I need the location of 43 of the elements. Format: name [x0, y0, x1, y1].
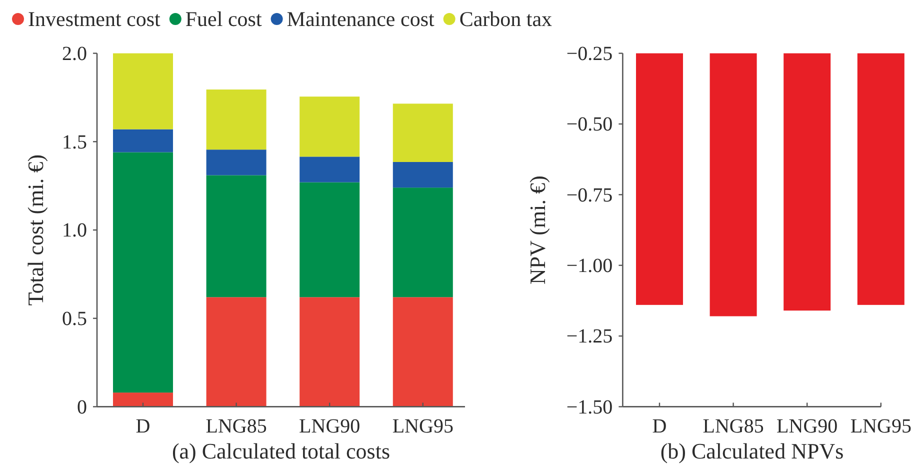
x-tick-label: LNG90: [776, 416, 838, 438]
legend-label: Fuel cost: [185, 7, 262, 31]
bar: [206, 150, 266, 176]
y-tick-label: 0.5: [62, 308, 87, 330]
bar: [113, 152, 173, 393]
y-tick-label: 0: [77, 396, 87, 418]
bar: [392, 297, 453, 407]
bar: [392, 188, 453, 298]
bar: [113, 53, 173, 130]
y-axis-title: Total cost (mi. €): [23, 154, 48, 306]
x-tick-label: D: [136, 416, 150, 438]
bar: [206, 90, 266, 150]
legend-label: Carbon tax: [459, 7, 553, 31]
y-tick-label: −1.00: [566, 254, 613, 277]
x-tick-label: LNG95: [850, 416, 912, 438]
y-tick-label: 1.5: [62, 131, 87, 154]
bar: [206, 175, 266, 298]
y-axis-title: NPV (mi. €): [525, 176, 550, 284]
y-tick-label: 1.0: [62, 220, 87, 242]
bar: [113, 129, 173, 152]
legend-label: Investment cost: [28, 7, 161, 31]
bar: [300, 297, 360, 407]
bar: [392, 104, 453, 162]
y-tick-label: −1.50: [566, 396, 613, 418]
y-tick-label: −0.25: [566, 42, 613, 65]
y-tick-label: 2.0: [62, 42, 87, 65]
bar: [392, 162, 453, 188]
y-tick-label: −1.25: [566, 326, 613, 348]
x-tick-label: D: [652, 416, 667, 438]
y-tick-label: −0.50: [566, 114, 613, 136]
bar: [300, 156, 360, 182]
bar: [300, 182, 360, 298]
bar: [300, 96, 360, 157]
x-tick-label: LNG85: [702, 416, 764, 438]
text: (b) Calculated NPVs: [660, 438, 844, 464]
text: (a) Calculated total costs: [172, 438, 390, 464]
x-tick-label: LNG90: [299, 416, 360, 438]
legend-label: Maintenance cost: [286, 7, 434, 31]
x-tick-label: LNG85: [206, 416, 267, 438]
bar: [206, 297, 266, 407]
y-tick-label: −0.75: [566, 184, 613, 206]
bar: [113, 392, 173, 407]
x-tick-label: LNG95: [392, 416, 454, 438]
